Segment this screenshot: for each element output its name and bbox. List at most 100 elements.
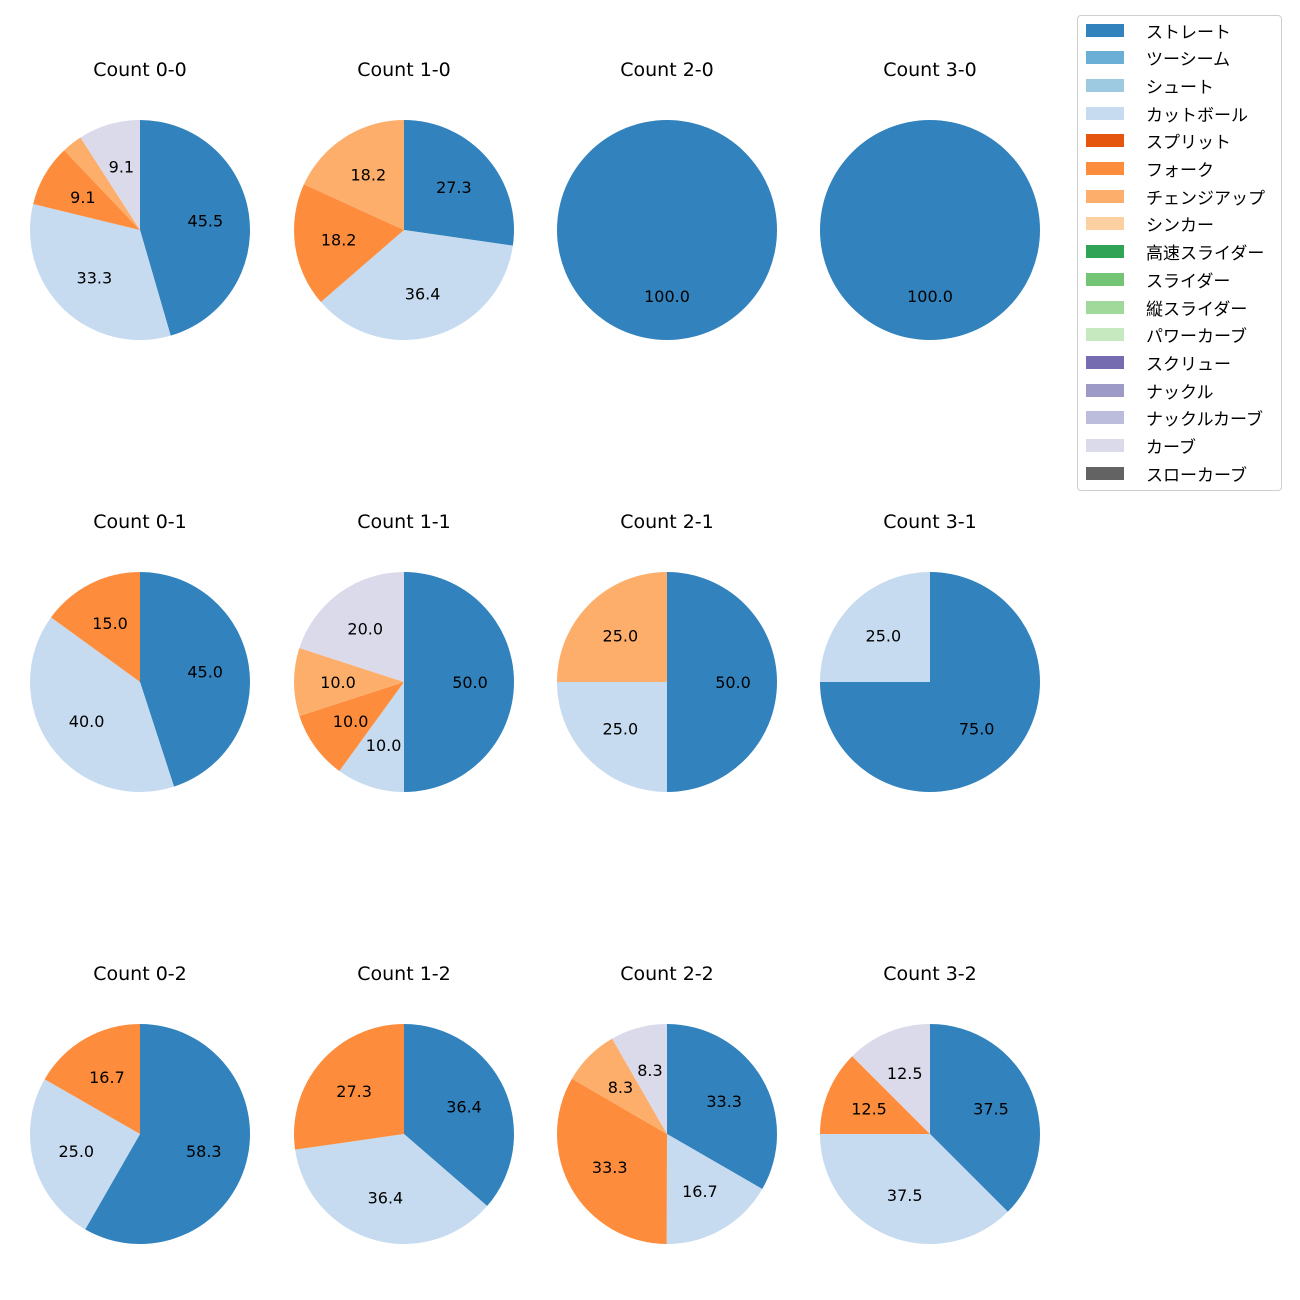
pie-slice (30, 617, 174, 792)
pie-slice-label: 33.3 (706, 1092, 742, 1111)
legend-swatch (1086, 272, 1124, 286)
pie-slice (820, 1056, 930, 1134)
pie-slice (294, 648, 404, 716)
legend-swatch (1086, 439, 1124, 452)
legend-item: スクリュー (1086, 350, 1231, 375)
legend-item: パワーカーブ (1086, 323, 1247, 347)
legend-swatch (1086, 355, 1124, 369)
pie-chart: Count 0-1 45.0 40.0 15.0 (30, 511, 250, 792)
pie-slice-label: 40.0 (69, 712, 105, 731)
pie-title: Count 0-0 (93, 59, 187, 81)
legend-item: カットボール (1086, 101, 1248, 126)
pie-slice-label: 25.0 (58, 1142, 94, 1161)
pie-slice-label: 36.4 (405, 284, 441, 303)
legend-item: フォーク (1086, 157, 1214, 181)
legend-label: フォーク (1146, 161, 1214, 181)
legend-label: ナックルカーブ (1146, 410, 1263, 431)
legend-swatch (1086, 106, 1124, 120)
pie-slice-label: 25.0 (603, 720, 639, 739)
pie-slice-label: 27.3 (336, 1082, 372, 1101)
pie-slice (557, 682, 667, 792)
pie-slice-label: 58.3 (186, 1142, 222, 1161)
legend-swatch (1086, 383, 1124, 397)
pie-title: Count 3-0 (883, 59, 977, 81)
pie-slice (85, 1024, 250, 1244)
pie-slice-label: 36.4 (446, 1098, 482, 1117)
pie-slice (820, 572, 930, 682)
pie-slice-label: 18.2 (321, 230, 357, 249)
legend-item: スプリット (1086, 129, 1231, 153)
legend-item: ナックルカーブ (1086, 406, 1263, 430)
pie-slice-label: 27.3 (436, 178, 472, 197)
pie-slice-label: 12.5 (887, 1064, 923, 1083)
legend-item: スローカーブ (1086, 461, 1247, 486)
pie-title: Count 2-2 (620, 963, 714, 985)
pie-slice-label: 16.7 (682, 1182, 718, 1201)
pie-slice (295, 1134, 488, 1244)
legend-swatch (1086, 300, 1124, 314)
pie-slice (33, 150, 140, 230)
pie-slice (80, 120, 140, 230)
pie-slice (299, 572, 404, 682)
legend-item: シュート (1086, 73, 1214, 98)
legend-item: スライダー (1086, 267, 1230, 292)
pie-slice (29, 1079, 140, 1230)
pie-slice (557, 120, 777, 340)
pie-slice (299, 682, 404, 771)
legend-label: 縦スライダー (1146, 299, 1248, 320)
pie-slice (293, 1024, 404, 1150)
pie-slice-label: 16.7 (89, 1068, 125, 1087)
pie-chart: Count 3-2 37.5 37.5 12.512.5 (819, 963, 1040, 1244)
legend-swatch (1086, 466, 1124, 480)
legend-swatch (1086, 189, 1124, 203)
pie-title: Count 0-1 (93, 511, 187, 533)
pie-slice-label: 25.0 (866, 626, 902, 645)
pie-slice-label: 8.3 (637, 1061, 662, 1080)
pie-slice-label: 50.0 (715, 673, 751, 692)
pie-chart: Count 1-1 50.0 10.0 10.0 10.0 20.0 (294, 511, 514, 792)
legend-label: ナックル (1146, 382, 1214, 403)
pie-slice (64, 137, 140, 230)
pie-slice (852, 1024, 930, 1134)
pie-title: Count 3-2 (883, 963, 977, 985)
pie-slice (51, 572, 140, 682)
pie-slice-label: 9.1 (70, 188, 95, 207)
legend-swatch (1086, 162, 1124, 175)
legend-label: 高速スライダー (1146, 244, 1265, 265)
pie-chart: Count 2-1 50.0 25.0 25.0 (557, 511, 777, 792)
legend-label: カットボール (1146, 105, 1248, 126)
pie-slice (404, 572, 514, 792)
legend-item: ストレート (1086, 18, 1231, 43)
pie-title: Count 0-2 (93, 963, 187, 985)
pie-slice (819, 1134, 1008, 1244)
pie-slice-label: 18.2 (351, 165, 387, 184)
legend-label: ストレート (1146, 22, 1231, 43)
legend-swatch (1086, 134, 1124, 148)
legend-label: チェンジアップ (1146, 188, 1265, 209)
pie-slice-label: 45.0 (187, 663, 223, 682)
pie-chart: Count 0-2 58.3 25.0 16.7 (29, 963, 250, 1244)
legend-swatch (1086, 217, 1124, 231)
legend-item: チェンジアップ (1086, 184, 1265, 209)
pie-slice-label: 25.0 (603, 626, 639, 645)
pie-slice-label: 75.0 (959, 720, 995, 739)
legend-swatch (1086, 411, 1124, 425)
pie-slice-label: 100.0 (644, 287, 690, 306)
pie-slice (557, 572, 667, 682)
pie-slice-label: 20.0 (347, 620, 383, 639)
pie-slice (30, 203, 171, 340)
legend-label: パワーカーブ (1146, 327, 1247, 348)
pie-slice (404, 120, 514, 246)
pie-slice-label: 45.5 (188, 212, 224, 231)
pie-chart: Count 2-0 100.0 (557, 59, 777, 340)
pie-slice-label: 9.1 (109, 158, 134, 177)
legend-swatch (1086, 245, 1124, 259)
pie-slice (44, 1024, 140, 1134)
pie-title: Count 3-1 (883, 511, 977, 533)
legend-swatch (1086, 23, 1124, 37)
pie-slice (667, 572, 777, 792)
pie-slice-label: 50.0 (452, 673, 488, 692)
pie-slice (557, 1078, 667, 1244)
legend-item: カーブ (1086, 434, 1196, 458)
